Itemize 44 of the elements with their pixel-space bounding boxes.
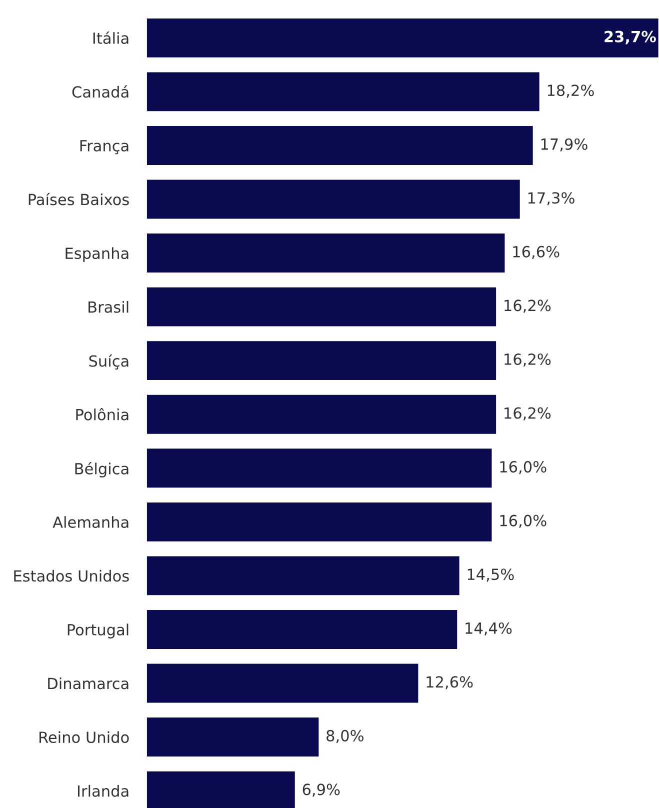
data-label: 16,0% — [500, 514, 546, 528]
bar — [146, 394, 498, 436]
bar — [146, 178, 522, 220]
y-tick-label: Polônia — [76, 408, 128, 420]
data-label: 16,6% — [513, 246, 560, 260]
data-label: 8,0% — [326, 730, 364, 744]
bar — [146, 608, 459, 650]
y-tick-label: Irlanda — [78, 785, 128, 797]
y-tick-label: Reino Unido — [40, 731, 129, 744]
y-tick-label: Alemanha — [52, 516, 128, 528]
y-tick-label: França — [80, 140, 128, 154]
data-label: 16,2% — [504, 300, 551, 313]
bar — [146, 554, 461, 597]
data-label: 14,5% — [468, 568, 514, 582]
y-tick-label: Bélgica — [75, 462, 128, 478]
bar — [146, 17, 659, 59]
bar — [146, 447, 494, 490]
bar — [146, 70, 541, 113]
bar — [146, 286, 498, 328]
data-label: 12,6% — [426, 676, 473, 690]
bar — [146, 124, 534, 166]
y-tick-label: Brasil — [88, 301, 128, 313]
y-tick-label: Países Baixos — [28, 192, 129, 206]
y-tick-label: Portugal — [68, 624, 128, 638]
data-label: 16,2% — [504, 407, 551, 420]
data-label: 17,9% — [541, 138, 588, 152]
y-tick-label: Canadá — [72, 85, 128, 98]
data-label: 23,7% — [604, 30, 656, 44]
bar — [146, 716, 320, 758]
bar — [146, 501, 494, 543]
y-tick-label: Espanha — [66, 247, 128, 262]
y-tick-label: Suíça — [89, 354, 128, 370]
bar — [146, 232, 506, 274]
data-label: 6,9% — [302, 784, 340, 797]
y-tick-label: Estados Unidos — [14, 570, 129, 582]
data-label: 16,2% — [504, 353, 551, 367]
data-label: 17,3% — [528, 192, 574, 206]
y-tick-label: Dinamarca — [48, 677, 128, 690]
bar — [146, 340, 498, 382]
bar — [146, 662, 420, 704]
y-tick-label: Itália — [93, 32, 128, 44]
data-label: 14,4% — [466, 622, 512, 636]
data-label: 16,0% — [500, 461, 546, 474]
data-label: 18,2% — [548, 84, 594, 98]
